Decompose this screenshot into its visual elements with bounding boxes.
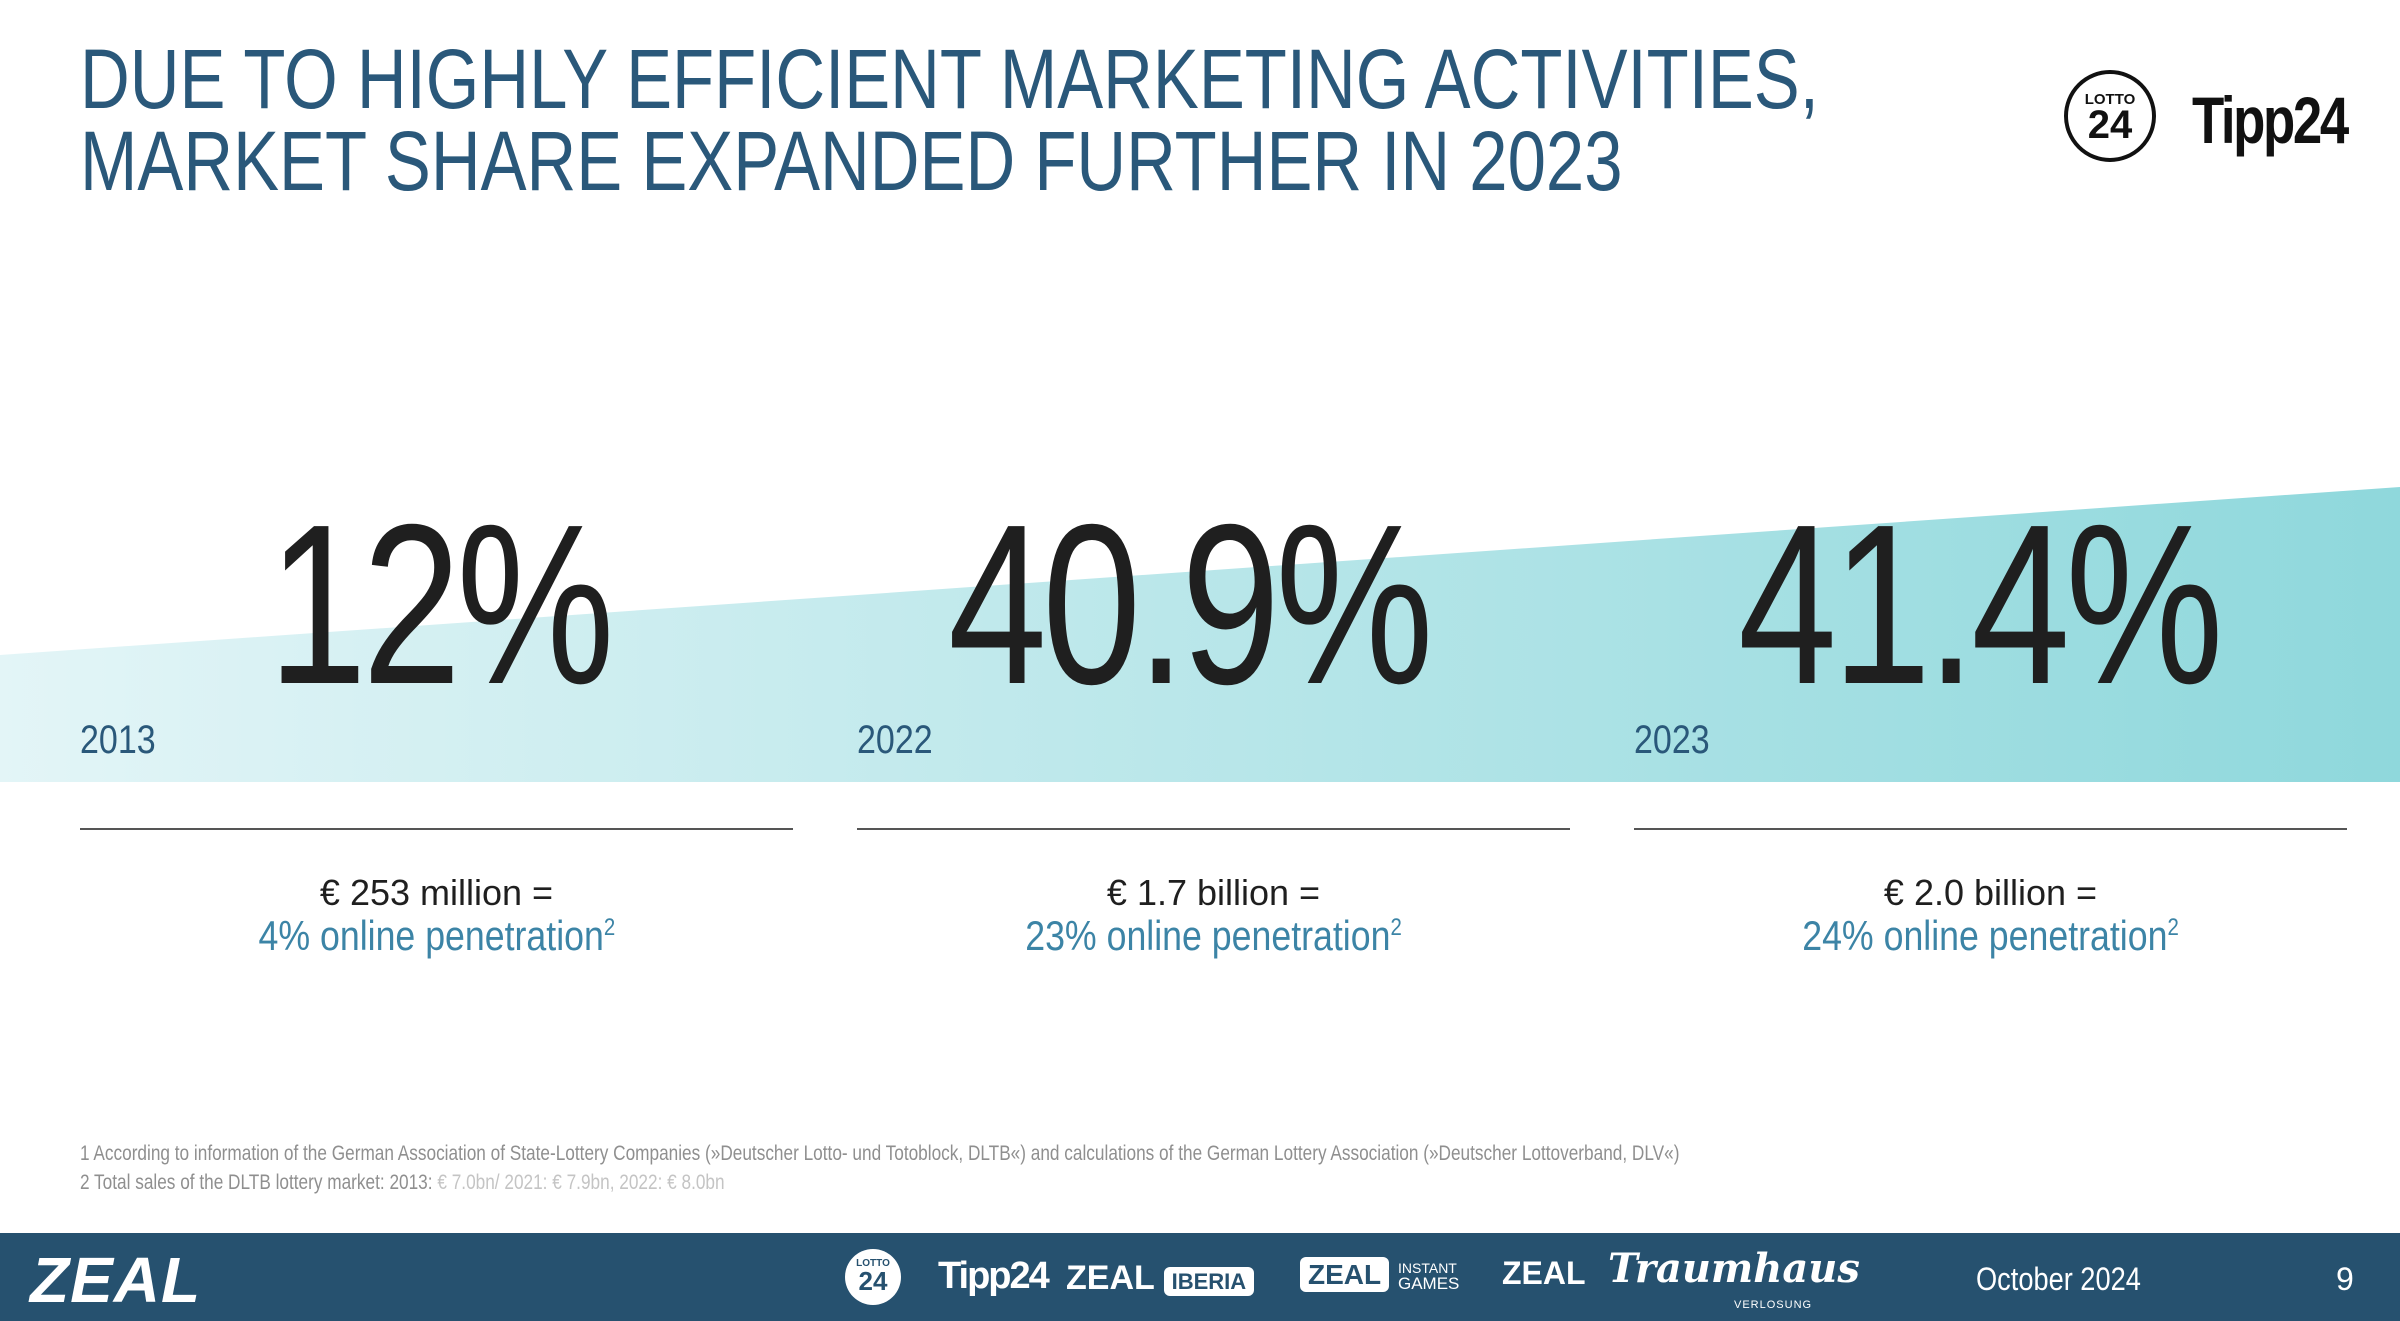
footer-lotto24-small: LOTTO (856, 1258, 890, 1269)
traumhaus-word: Traumhaus (1608, 1245, 1860, 1292)
divider-rule (857, 828, 1570, 830)
sales-amount-2022: € 1.7 billion = (1106, 872, 1321, 913)
page-title: DUE TO HIGHLY EFFICIENT MARKETING ACTIVI… (80, 32, 1819, 208)
zeal-brand-logo: ZEAL (30, 1244, 202, 1316)
market-share-2023: 41.4% (1738, 478, 2224, 732)
footer-lotto24-logo: LOTTO 24 (845, 1249, 901, 1305)
online-penetration-text: 4% online penetration (258, 912, 604, 959)
footer-date: October 2024 (1976, 1261, 2141, 1297)
footer-traumhaus-logo: Traumhaus (1608, 1245, 1860, 1292)
lotto24-logo-number: 24 (2087, 103, 2133, 147)
traumhaus-subtitle: VERLOSUNG (1734, 1299, 1813, 1311)
lotto24-logo: LOTTO 24 (2064, 70, 2156, 162)
zeal-iberia-word: ZEAL (1066, 1259, 1155, 1297)
iberia-pill: IBERIA (1163, 1267, 1255, 1296)
year-label-2013: 2013 (80, 718, 156, 762)
footer-zeal-iberia-logo: ZEAL IBERIA (1066, 1259, 1255, 1298)
online-penetration-2023: 24% online penetration2 (1634, 912, 2347, 960)
page-title-line-2: MARKET SHARE EXPANDED FURTHER IN 2023 (80, 114, 1623, 208)
instant-label: INSTANT (1398, 1259, 1457, 1276)
online-penetration-text: 24% online penetration (1802, 912, 2168, 959)
divider-rule (1634, 828, 2347, 830)
footnote-2-values: € 7.0bn/ 2021: € 7.9bn, 2022: € 8.0bn (437, 1171, 725, 1194)
year-label-2022: 2022 (857, 718, 933, 762)
footnote-1: 1 According to information of the German… (80, 1142, 1680, 1165)
footnote-2: 2 Total sales of the DLTB lottery market… (80, 1171, 725, 1195)
footer-zeal-logo: ZEAL (1502, 1255, 1586, 1291)
footnote-ref: 2 (603, 914, 615, 941)
page-number: 9 (2336, 1261, 2354, 1297)
footer-zeal-instant-games-logo: ZEAL INSTANT GAMES (1300, 1255, 1459, 1292)
online-penetration-2022: 23% online penetration2 (857, 912, 1570, 960)
footer-tipp24-logo: Tipp24 (938, 1255, 1050, 1297)
page-title-line-1: DUE TO HIGHLY EFFICIENT MARKETING ACTIVI… (80, 32, 1819, 126)
online-penetration-2013: 4% online penetration2 (80, 912, 793, 960)
footnote-2-text: 2 Total sales of the DLTB lottery market… (80, 1171, 433, 1194)
zeal-instant-pill: ZEAL (1300, 1257, 1390, 1292)
footer-bar: ZEAL LOTTO 24 Tipp24 ZEAL IBERIA ZEAL IN… (0, 1233, 2400, 1321)
online-penetration-text: 23% online penetration (1025, 912, 1391, 959)
year-label-2023: 2023 (1634, 718, 1710, 762)
games-label: GAMES (1398, 1273, 1460, 1293)
divider-rule (80, 828, 793, 830)
market-share-2022: 40.9% (948, 478, 1434, 732)
sales-amount-2023: € 2.0 billion = (1883, 872, 2098, 913)
footer-lotto24-number: 24 (858, 1266, 888, 1296)
market-share-2013: 12% (268, 478, 615, 732)
tipp24-logo: Tipp24 (2192, 83, 2349, 157)
footnote-ref: 2 (2167, 914, 2179, 941)
footnote-ref: 2 (1390, 914, 1402, 941)
sales-amount-2013: € 253 million = (319, 872, 554, 913)
lotto24-logo-small-text: LOTTO (2084, 91, 2136, 108)
